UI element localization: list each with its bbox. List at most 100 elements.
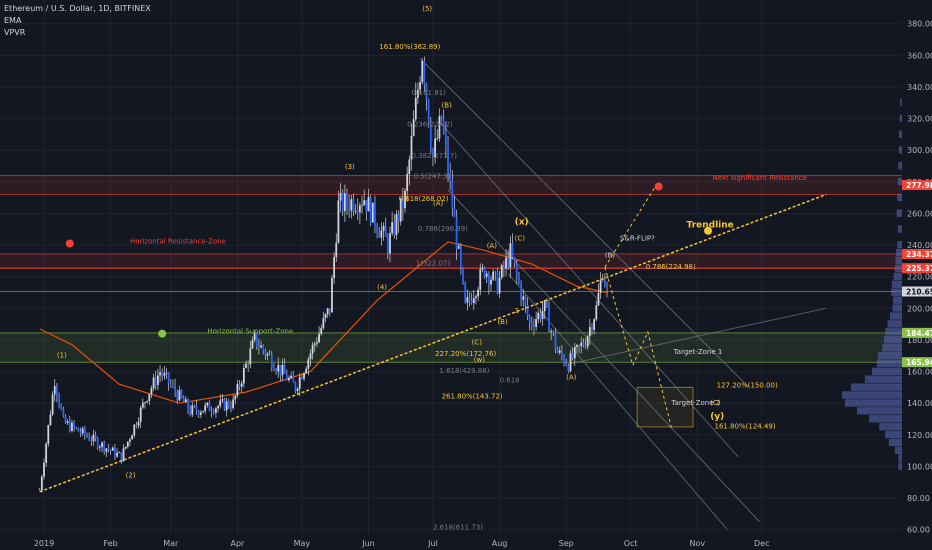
price-tick-label: 220.00 — [907, 273, 932, 282]
candle-body — [298, 377, 301, 389]
candle-body — [563, 356, 565, 364]
marker-dot — [65, 239, 74, 248]
candle-body — [449, 174, 452, 181]
candle-body — [245, 363, 247, 368]
annotation-label: Horizontal Support-Zone — [207, 328, 293, 336]
volume-profile — [842, 98, 902, 470]
time-tick-label: Feb — [104, 539, 118, 548]
price-zones — [0, 175, 902, 428]
candle-body — [354, 210, 357, 212]
indicator-vpvr-label[interactable]: VPVR — [4, 28, 26, 37]
candle-body — [73, 422, 75, 428]
time-axis[interactable]: 2019 Feb Mar Apr May Jun Jul Aug Sep Oct Nov Dec — [0, 536, 902, 550]
candle-body — [326, 308, 329, 315]
candle-body — [83, 428, 86, 435]
annotation-label: 2.618(611.73) — [433, 524, 483, 532]
candle-body — [318, 333, 320, 343]
candle-body — [522, 296, 525, 300]
volume-bar — [890, 312, 902, 320]
annotation-label: 0(161.81) — [411, 89, 446, 97]
volume-bar — [897, 177, 902, 186]
candle-body — [45, 443, 48, 463]
candle-body — [367, 197, 370, 212]
candle-body — [378, 232, 381, 238]
indicator-ema-label[interactable]: EMA — [4, 16, 22, 25]
volume-bar — [892, 304, 902, 312]
annotation-label: 161.80%(124.49) — [714, 422, 775, 430]
time-axis-bg — [0, 536, 902, 550]
candle-body — [561, 350, 563, 357]
candle-body — [371, 202, 374, 223]
candle-body — [530, 322, 533, 326]
candle-body — [494, 271, 497, 273]
candle-body — [174, 384, 176, 393]
candle-body — [543, 300, 546, 312]
candle-body — [189, 409, 192, 415]
candle-body — [492, 271, 495, 280]
candle-body — [397, 214, 400, 222]
candle-body — [169, 383, 172, 385]
candle-body — [81, 428, 84, 434]
candle-body — [554, 333, 557, 349]
candle-body — [369, 197, 372, 223]
candle-body — [285, 373, 288, 381]
candle-body — [429, 125, 432, 149]
candle-body — [232, 399, 235, 409]
candle-body — [380, 230, 383, 238]
candle-body — [601, 280, 604, 282]
candle-body — [404, 190, 406, 209]
time-tick-label: Jul — [427, 539, 438, 548]
candle-body — [365, 200, 368, 212]
time-tick-label: Dec — [754, 539, 769, 548]
price-tag-label: 165.94 — [906, 358, 932, 367]
candle-body — [43, 462, 45, 477]
candle-body — [376, 225, 378, 233]
annotation-label: 0.5(247.3) — [414, 173, 451, 181]
annotation-label: (C) — [472, 339, 483, 347]
price-tag-label: 277.98 — [906, 181, 932, 190]
annotation-label: Target-Zone 2 — [671, 399, 721, 407]
candle-body — [281, 364, 284, 375]
candle-body — [350, 199, 353, 211]
candle-body — [313, 343, 316, 345]
candle-body — [487, 273, 490, 285]
price-tick-label: 360.00 — [907, 51, 932, 60]
candle-body — [393, 222, 396, 236]
candle-body — [496, 272, 499, 294]
time-tick-label: Aug — [492, 539, 508, 548]
candle-body — [90, 440, 93, 442]
channel-line — [447, 189, 760, 523]
candle-body — [468, 297, 471, 301]
candle-body — [197, 410, 200, 415]
candle-body — [258, 346, 260, 348]
candle-body — [176, 392, 179, 401]
annotation-label: (C) — [710, 399, 721, 407]
volume-bar — [897, 241, 902, 249]
annotation-label: 127.20%(150.00) — [717, 381, 778, 389]
annotation-label: (B) — [497, 318, 508, 326]
candle-body — [217, 406, 219, 409]
volume-bar — [893, 296, 902, 304]
candle-body — [94, 434, 97, 439]
annotation-label: (x) — [515, 218, 529, 228]
candle-body — [571, 353, 574, 359]
candle-body — [470, 300, 473, 304]
candle-body — [116, 452, 118, 457]
candle-body — [337, 200, 340, 243]
volume-bar — [885, 430, 902, 439]
price-tick-label: 100.00 — [907, 462, 932, 471]
price-axis[interactable]: 60.00 80.00 100.00 120.00 140.00 160.00 180.00… — [902, 0, 932, 550]
volume-bar — [893, 272, 902, 281]
annotation-label: (5) — [422, 5, 432, 13]
trendline[interactable] — [39, 193, 827, 493]
candle-body — [307, 359, 310, 369]
candle-body — [58, 395, 60, 405]
candle-body — [389, 233, 391, 254]
candle-body — [111, 447, 114, 451]
candle-body — [292, 375, 295, 383]
candle-body — [210, 411, 213, 413]
annotation-label: 0.618 — [500, 377, 520, 385]
candle-body — [502, 265, 505, 269]
